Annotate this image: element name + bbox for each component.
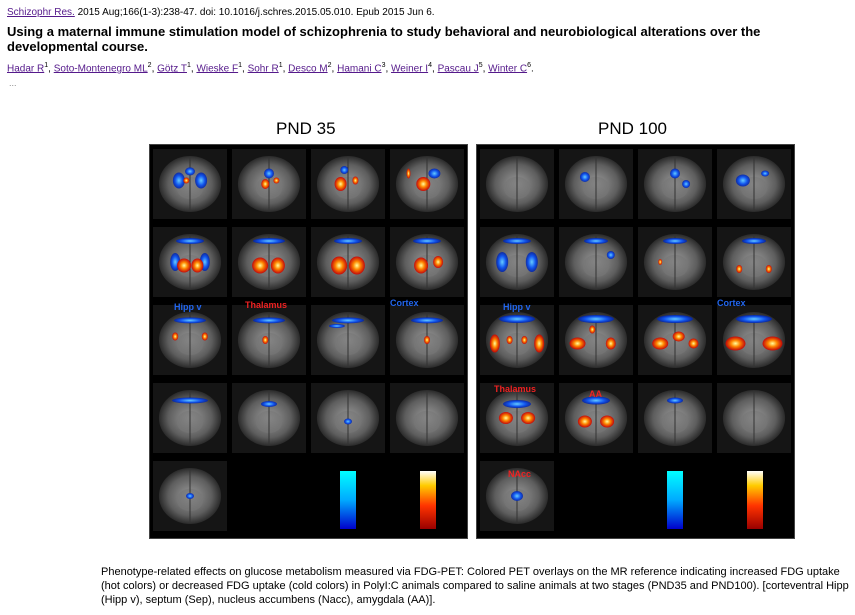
pet-slice	[638, 227, 712, 297]
pet-slice	[717, 383, 791, 453]
pet-slice	[153, 461, 227, 531]
pet-slice	[232, 227, 306, 297]
label-thalamus-right: Thalamus	[494, 384, 537, 394]
pet-slice	[559, 227, 633, 297]
affiliation-sup: 3	[381, 62, 386, 69]
label-hipp-v-left: Hipp v	[174, 302, 202, 312]
affiliation-sup: 6	[527, 62, 531, 69]
affiliation-sup: 1	[44, 62, 49, 69]
pet-slice	[717, 149, 791, 219]
pet-slice	[638, 149, 712, 219]
colorbar-hot	[420, 471, 436, 529]
pet-panel-pnd35	[149, 144, 468, 539]
pet-slice	[559, 149, 633, 219]
pet-slice	[559, 383, 633, 453]
pet-slice	[717, 305, 791, 375]
label-hipp-v-right: Hipp v	[503, 302, 531, 312]
pet-slice	[390, 305, 464, 375]
colorbar-cold	[667, 471, 683, 529]
author-link[interactable]: Desco M	[288, 63, 328, 75]
pet-slice	[390, 383, 464, 453]
affiliation-sup: 1	[186, 62, 191, 69]
label-nacc-right: NAcc	[508, 469, 532, 479]
author-link[interactable]: Götz T	[157, 63, 187, 75]
author-link[interactable]: Sohr R	[247, 63, 279, 75]
pet-slice	[717, 227, 791, 297]
pet-slice	[311, 383, 385, 453]
pet-slice	[480, 305, 554, 375]
author-link[interactable]: Weiner I	[391, 63, 429, 75]
expand-affiliations-ellipsis[interactable]: ...	[9, 78, 17, 88]
pet-slice-grid-pnd100	[480, 149, 791, 531]
author-link[interactable]: Wieske F	[196, 63, 239, 75]
label-thalamus-left: Thalamus	[245, 300, 288, 310]
affiliation-sup: 5	[478, 62, 483, 69]
pet-slice	[311, 149, 385, 219]
article-title: Using a maternal immune stimulation mode…	[7, 24, 761, 54]
colorbar-hot	[747, 471, 763, 529]
pet-slice-grid-pnd35	[153, 149, 464, 531]
author-link[interactable]: Hadar R	[7, 63, 45, 75]
author-link[interactable]: Soto-Montenegro ML	[53, 63, 148, 75]
pet-slice	[232, 383, 306, 453]
affiliation-sup: 1	[238, 62, 243, 69]
affiliation-sup: 2	[147, 62, 152, 69]
label-cortex-left: Cortex	[390, 298, 419, 308]
pet-slice	[153, 149, 227, 219]
figure-caption: Phenotype-related effects on glucose met…	[101, 566, 849, 606]
author-list: Hadar R1, Soto-Montenegro ML2, Götz T1, …	[7, 62, 534, 75]
pet-slice	[638, 305, 712, 375]
affiliation-sup: 1	[278, 62, 283, 69]
pet-slice	[232, 149, 306, 219]
pet-slice	[232, 305, 306, 375]
label-cortex-right: Cortex	[717, 298, 746, 308]
pet-slice	[153, 383, 227, 453]
pet-slice	[390, 149, 464, 219]
pet-slice	[311, 227, 385, 297]
affiliation-sup: 4	[428, 62, 432, 69]
citation-details: 2015 Aug;166(1-3):238-47. doi: 10.1016/j…	[74, 7, 435, 18]
colorbar-cold	[340, 471, 356, 529]
pet-slice	[480, 149, 554, 219]
right-panel-title: PND 100	[598, 119, 667, 138]
pet-slice	[390, 227, 464, 297]
author-link[interactable]: Pascau J	[437, 63, 479, 75]
pet-slice	[638, 383, 712, 453]
pet-slice	[480, 227, 554, 297]
left-panel-title: PND 35	[276, 119, 336, 138]
citation-line: Schizophr Res. 2015 Aug;166(1-3):238-47.…	[7, 7, 435, 19]
label-aa-right: AA	[589, 389, 602, 399]
affiliation-sup: 2	[327, 62, 332, 69]
pet-slice	[311, 305, 385, 375]
pet-slice	[559, 305, 633, 375]
journal-link[interactable]: Schizophr Res.	[7, 7, 75, 18]
pet-slice	[153, 305, 227, 375]
pet-panel-pnd100	[476, 144, 795, 539]
pet-slice	[480, 383, 554, 453]
author-link[interactable]: Hamani C	[337, 63, 382, 75]
pet-slice	[153, 227, 227, 297]
author-link[interactable]: Winter C	[488, 63, 528, 75]
pet-slice	[480, 461, 554, 531]
